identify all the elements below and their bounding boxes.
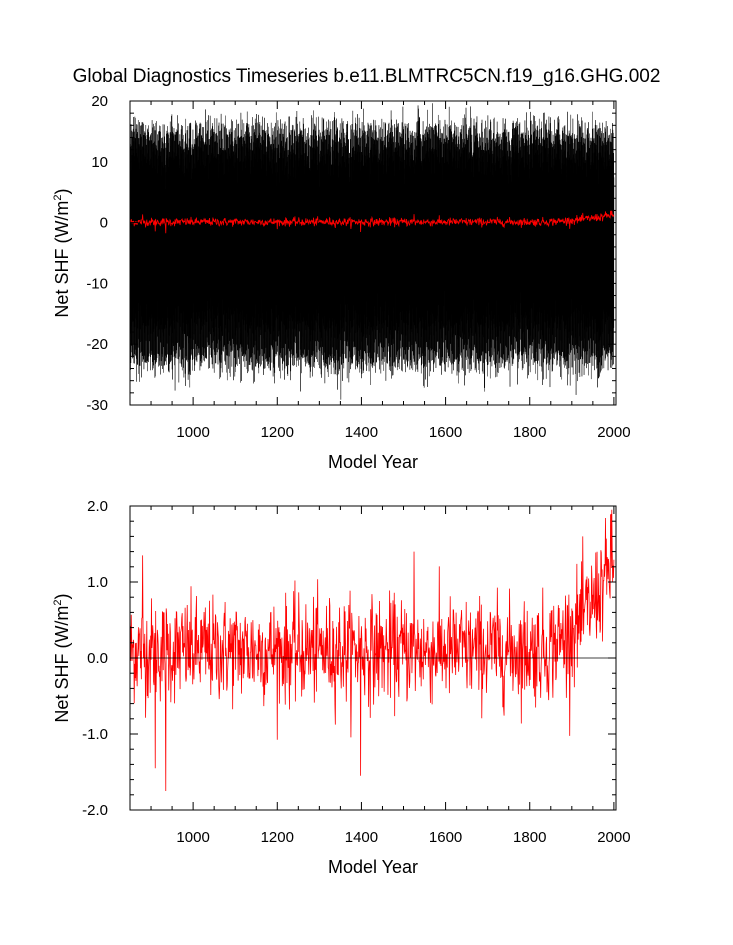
bottom-panel-xlabel: Model Year [328,857,418,877]
bottom-panel-ylabel-sup: 2 [52,599,64,605]
series-monthly-line [130,103,615,400]
bottom-panel-ylabel: Net SHF (W/m2) [52,593,72,722]
y-tick-label: -2.0 [82,802,108,819]
y-tick-label: 20 [91,93,108,110]
x-tick-label: 2000 [597,424,630,441]
top-panel-ylabel-close: ) [52,188,72,194]
y-tick-label: 1.0 [87,574,108,591]
y-tick-label: -10 [86,275,108,292]
bottom-panel-ylabel-main: Net SHF (W/m [52,606,72,723]
x-tick-label: 1600 [429,829,462,846]
x-tick-label: 1400 [345,424,378,441]
top-panel-data [130,103,615,400]
x-tick-label: 2000 [597,829,630,846]
top-panel-ylabel-main: Net SHF (W/m [52,201,72,318]
figure-title: Global Diagnostics Timeseries b.e11.BLMT… [72,66,661,87]
x-tick-label: 1000 [176,424,209,441]
x-tick-label: 1600 [429,424,462,441]
y-tick-label: 10 [91,154,108,171]
y-tick-label: -1.0 [82,726,108,743]
series-annual-line [130,210,615,234]
y-tick-label: 0.0 [87,650,108,667]
x-tick-label: 1400 [345,829,378,846]
y-tick-label: 2.0 [87,498,108,515]
x-tick-label: 1200 [261,829,294,846]
top-panel-ticks: 1000 1200 1400 1600 1800 2000 -30 -20 -10 0 10 20 [86,93,630,441]
y-tick-label: -30 [86,397,108,414]
y-tick-label: -20 [86,336,108,353]
bottom-panel-data [130,509,616,792]
top-panel: 1000 1200 1400 1600 1800 2000 -30 -20 -10 0 10 20 M… [52,93,631,472]
bottom-panel-ticks: 1000 1200 1400 1600 1800 2000 -2.0 -1.0 0.0 1.0 2.… [82,498,630,846]
x-tick-label: 1800 [513,424,546,441]
bottom-panel-ylabel-close: ) [52,593,72,599]
y-tick-label: 0 [100,215,108,232]
top-panel-ylabel: Net SHF (W/m2) [52,188,72,317]
bottom-panel: 1000 1200 1400 1600 1800 2000 -2.0 -1.0 0.0 1.0 2.… [52,498,631,877]
x-tick-label: 1000 [176,829,209,846]
x-tick-label: 1800 [513,829,546,846]
top-panel-xlabel: Model Year [328,452,418,472]
top-panel-frame [129,100,617,406]
top-panel-ylabel-sup: 2 [52,194,64,200]
series-annual-line [130,509,615,792]
x-tick-label: 1200 [261,424,294,441]
